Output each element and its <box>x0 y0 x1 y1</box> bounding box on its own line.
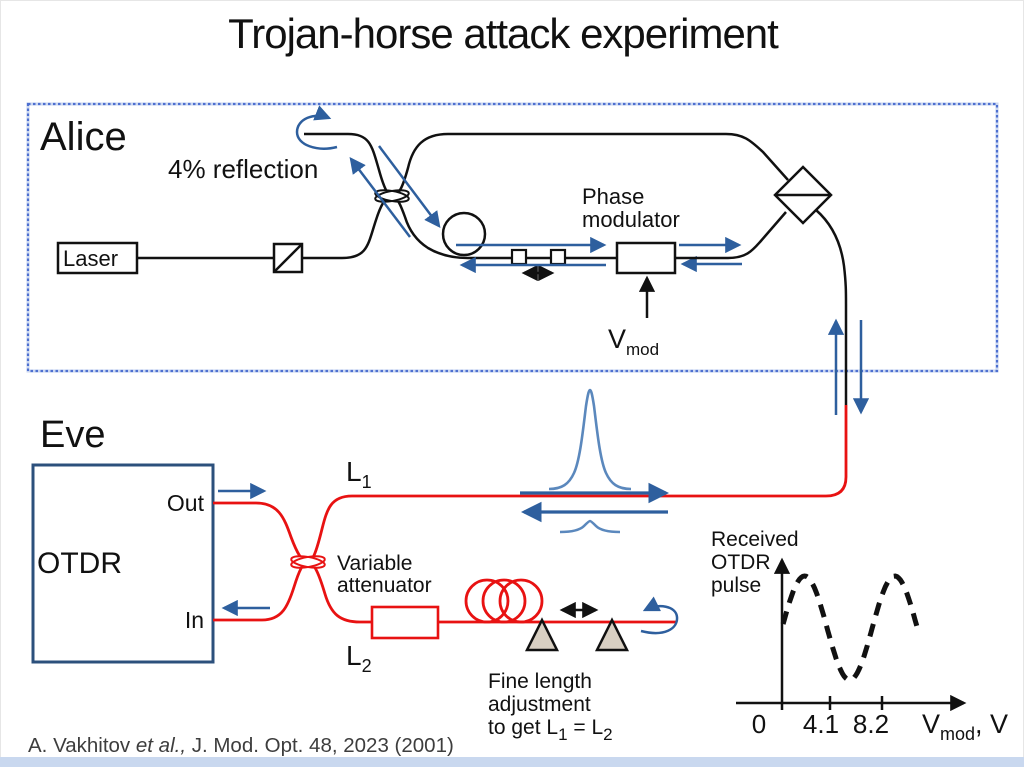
back-reflection-arrow <box>295 105 338 150</box>
fine-length-line3: to get L1 = L2 <box>488 716 613 744</box>
stage-triangle <box>524 617 560 652</box>
eve-label: Eve <box>40 414 105 456</box>
otdr-out-label: Out <box>167 490 205 516</box>
fiber-coil <box>498 578 544 624</box>
fiber-loop <box>441 211 487 257</box>
returning-pulse-waveform <box>559 519 621 534</box>
outgoing-pulse-waveform <box>548 388 632 491</box>
fiber-modulator-to-diamond <box>675 211 787 260</box>
alice-dashed-box <box>26 102 999 373</box>
x-tick-label-8-2: 8.2 <box>853 709 889 739</box>
isolator-diagonal <box>273 243 303 273</box>
variable-attenuator-box <box>370 605 440 640</box>
phase-modulator-label-line1: Phase <box>582 184 644 209</box>
eve-section: Eve OTDR Out In L1 L2 Variable attenuato… <box>31 405 848 744</box>
l2-label: L2 <box>346 640 372 676</box>
alice-section: Alice 4% reflection Laser Phase modulato… <box>26 102 999 405</box>
end-reflection-arrow <box>640 596 679 635</box>
probe-pulses <box>520 388 670 534</box>
otdr-label: OTDR <box>37 547 122 580</box>
coupler-waist-ellipse <box>374 189 410 203</box>
fiber-laser-arm-to-coupler-top <box>302 132 789 260</box>
x-tick-label-4-1: 4.1 <box>803 709 839 739</box>
laser-box <box>56 241 139 275</box>
received-pulse-graph: Received OTDR pulse 0 4.1 8.2 Vmod, V <box>711 528 1008 744</box>
laser-label: Laser <box>63 246 118 271</box>
fiber-coil <box>464 578 510 624</box>
coupler-down-right-arrow <box>378 145 441 228</box>
phase-modulator-label-line2: modulator <box>582 207 680 232</box>
connector-square <box>510 248 528 266</box>
fiber-alice-output-down <box>815 209 848 405</box>
fiber-coil <box>481 578 527 624</box>
stage-triangle <box>594 617 630 652</box>
phase-modulator-box <box>615 241 677 275</box>
vmod-label: Vmod <box>608 324 659 359</box>
bottom-accent-bar <box>0 757 1024 767</box>
x-axis-label: Vmod, V <box>922 709 1008 744</box>
attenuator-label-line2: attenuator <box>337 574 432 597</box>
graph-label-line2: OTDR <box>711 551 771 574</box>
fringe-curve <box>780 573 920 683</box>
eve-coupler-waist-ellipse <box>290 555 326 569</box>
fine-length-line1: Fine length <box>488 670 592 693</box>
connector-square <box>549 248 567 266</box>
coupler-up-left-arrow <box>349 157 411 238</box>
l1-label: L1 <box>346 456 372 492</box>
graph-label-line1: Received <box>711 528 799 551</box>
slide-title: Trojan-horse attack experiment <box>228 10 779 57</box>
otdr-in-label: In <box>185 607 204 633</box>
x-tick-label-0: 0 <box>752 709 766 739</box>
attenuator-label-line1: Variable <box>337 552 413 575</box>
graph-label-line3: pulse <box>711 574 761 597</box>
citation: A. Vakhitov et al., J. Mod. Opt. 48, 202… <box>28 734 454 757</box>
fiber-open-arm-to-modulator <box>304 132 617 260</box>
otdr-box <box>31 463 215 664</box>
alice-label: Alice <box>40 115 127 159</box>
fine-length-line2: adjustment <box>488 693 591 716</box>
reflection-label: 4% reflection <box>168 154 318 184</box>
fiber-l1-line <box>213 405 848 622</box>
